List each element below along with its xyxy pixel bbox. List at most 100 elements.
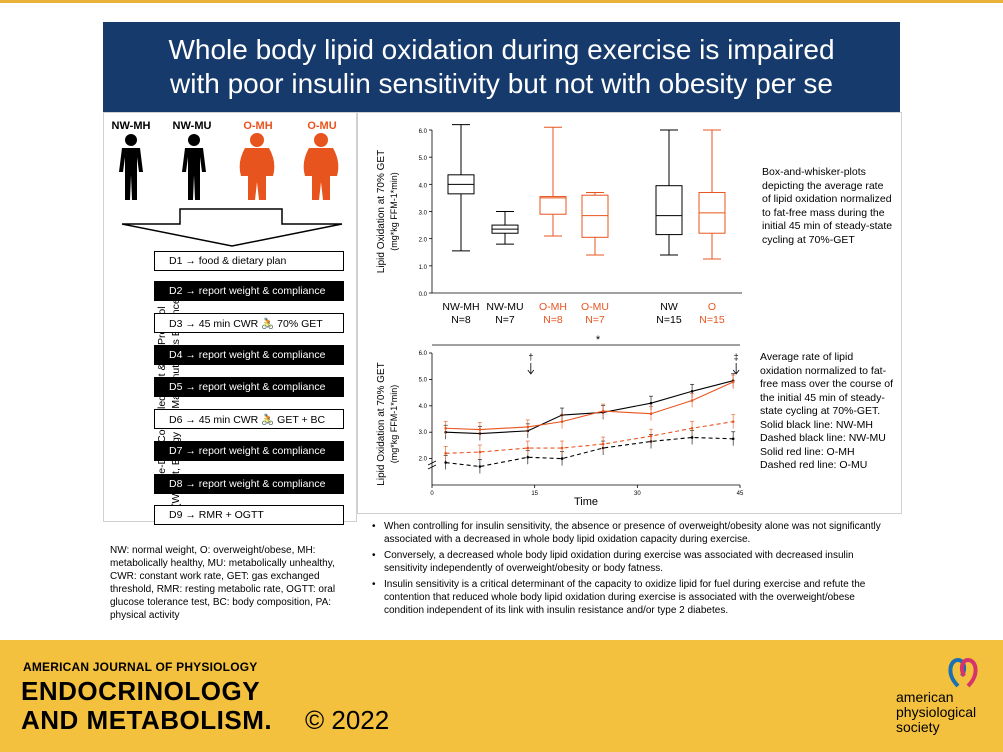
line-x-tick-label: 45 <box>737 491 744 497</box>
double-dagger-arrow-icon <box>732 363 740 375</box>
series-point <box>444 426 447 430</box>
group-figures <box>119 133 339 200</box>
person-o-mu-icon <box>303 133 339 200</box>
title-banner: Whole body lipid oxidation during exerci… <box>103 22 900 112</box>
series-point <box>649 412 653 416</box>
box-y-tick-label: 2.0 <box>419 238 428 244</box>
line-y-tick-label: 5.0 <box>419 377 428 383</box>
series-point <box>731 437 735 441</box>
group-label-nw-mh: NW-MH <box>111 120 151 132</box>
box-category-n: N=8 <box>451 314 471 326</box>
box-category-label: O-MH <box>539 301 567 313</box>
journal-name-line-2: AND METABOLISM. <box>21 705 273 735</box>
series-point <box>690 436 694 439</box>
series-line <box>445 381 734 431</box>
finding-2: Conversely, a decreased whole body lipid… <box>372 549 892 575</box>
series-point <box>649 401 653 405</box>
protocol-step-d8: D8 → report weight & compliance <box>154 474 344 494</box>
journal-name-small: AMERICAN JOURNAL OF PHYSIOLOGY <box>23 660 258 674</box>
series-point <box>649 434 653 438</box>
series-point <box>526 446 530 450</box>
line-y-tick-label: 3.0 <box>419 430 428 436</box>
series-point <box>560 457 564 460</box>
series-point <box>731 420 735 423</box>
title-line-2: with poor insulin sensitivity but not wi… <box>170 68 833 99</box>
funnel-arrow-icon <box>121 208 343 247</box>
protocol-step-d3: D3 → 45 min CWR 🚴 70% GET <box>154 313 344 333</box>
results-panel <box>357 112 902 514</box>
box-o-mu <box>581 191 609 256</box>
group-label-o-mh: O-MH <box>243 120 273 132</box>
series-point <box>526 425 530 429</box>
box-plot-chart: 0.0 1.0 2.0 3.0 4.0 5.0 6.0 Lipid Oxidation at … <box>376 124 742 326</box>
series-point <box>560 446 564 450</box>
group-label-o-mu: O-MU <box>307 120 337 132</box>
box-nw-mh <box>447 124 475 252</box>
abbreviations-text: NW: normal weight, O: overweight/obese, … <box>110 545 336 621</box>
box-o <box>698 129 726 260</box>
dagger-arrow-icon <box>527 363 535 375</box>
box-category-label: O-MU <box>581 301 609 313</box>
copyright-text: © 2022 <box>305 705 390 735</box>
series-point <box>731 380 735 384</box>
line-caption-main: Average rate of lipid oxidation normaliz… <box>760 351 894 417</box>
series-point <box>478 465 482 468</box>
box-iqr <box>655 185 683 236</box>
line-chart: 2.0 3.0 4.0 5.0 6.0 0 15 30 45 Time Lipid Oxidatio… <box>376 335 744 508</box>
box-category-label: NW-MH <box>442 301 479 313</box>
series-line <box>445 380 734 435</box>
series-o-mu <box>443 414 736 461</box>
series-point <box>690 426 694 430</box>
line-caption-o-mu: Dashed red line: O-MU <box>760 459 868 471</box>
box-category-label: NW-MU <box>486 301 523 313</box>
line-y-axis-label: Lipid Oxidation at 70% GET <box>376 362 387 485</box>
protocol-step-d1: D1 → food & dietary plan <box>154 251 344 271</box>
series-line <box>445 421 734 454</box>
person-nw-mu-icon <box>182 134 206 200</box>
line-y-tick-label: 4.0 <box>419 404 428 410</box>
box-nw <box>655 129 683 256</box>
society-name: american physiological society <box>896 689 977 735</box>
person-nw-mh-icon <box>119 134 143 200</box>
line-x-axis-label: Time <box>574 496 598 508</box>
series-point <box>560 420 564 423</box>
box-category-n: N=8 <box>543 314 563 326</box>
top-rule <box>0 0 1003 3</box>
line-caption-nw-mh: Solid black line: NW-MH <box>760 418 874 431</box>
box-o-mh <box>539 126 567 237</box>
series-point <box>690 399 694 402</box>
box-y-tick-label: 1.0 <box>419 265 428 271</box>
series-o-mh <box>443 374 736 437</box>
dagger-mark: † <box>528 352 533 362</box>
finding-1: When controlling for insulin sensitivity… <box>372 520 892 546</box>
series-point <box>444 461 447 464</box>
title-line-1: Whole body lipid oxidation during exerci… <box>168 34 835 65</box>
box-category-n: N=15 <box>699 314 725 326</box>
series-point <box>444 452 447 455</box>
box-category-label: NW <box>660 301 678 313</box>
protocol-step-d5: D5 → report weight & compliance <box>154 377 344 397</box>
box-y-tick-label: 0.0 <box>419 292 428 298</box>
box-iqr <box>581 194 609 238</box>
box-y-tick-label: 4.0 <box>419 183 428 189</box>
findings-list: When controlling for insulin sensitivity… <box>372 520 892 620</box>
protocol-step-d7: D7 → report weight & compliance <box>154 441 344 461</box>
axis-break-icon <box>427 460 437 470</box>
page-title: Whole body lipid oxidation during exerci… <box>168 33 834 101</box>
series-point <box>478 428 482 431</box>
series-point <box>690 389 694 393</box>
box-y-axis-label: Lipid Oxidation at 70% GET <box>376 150 387 273</box>
line-x-tick-label: 15 <box>531 491 538 497</box>
journal-name-line-1: ENDOCRINOLOGY <box>21 676 261 706</box>
series-point <box>526 455 530 459</box>
box-y-tick-label: 5.0 <box>419 156 428 162</box>
series-line <box>445 436 734 468</box>
line-caption-nw-mu: Dashed black line: NW-MU <box>760 432 886 444</box>
box-category-label: O <box>708 301 716 313</box>
box-y-axis-label-unit: (mg*kg FFM-1*min) <box>389 172 399 251</box>
journal-footer <box>0 640 1003 752</box>
box-category-n: N=7 <box>585 314 605 326</box>
aps-logo-icon <box>948 657 978 688</box>
finding-3: Insulin sensitivity is a critical determ… <box>372 578 892 617</box>
box-plot-caption: Box-and-whisker-plots depicting the aver… <box>762 166 893 246</box>
